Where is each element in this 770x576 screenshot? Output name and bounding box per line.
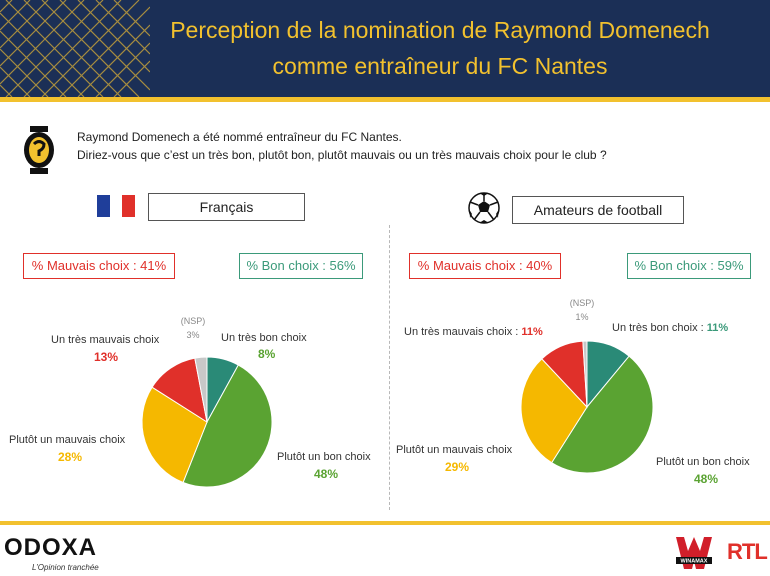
odoxa-logo: ODOXA	[4, 534, 98, 561]
slice-value-plutot-mauvais-francais: 28%	[58, 450, 83, 464]
slice-value-tres-bon-amateurs: 11%	[706, 322, 729, 334]
slice-label-tres-bon-amateurs: Un très bon choix : 11%	[612, 321, 728, 335]
pie-slice-plutot-bon-francais	[182, 364, 273, 488]
slice-label-plutot-mauvais-francais: Plutôt un mauvais choix	[9, 434, 126, 446]
slice-value-nsp-francais: 3%	[186, 330, 200, 340]
slice-value-tres-bon-francais: 8%	[258, 347, 276, 361]
slice-nsp-francais: (NSP) 3%	[178, 316, 208, 341]
pie-slice-plutot-mauvais-francais	[141, 386, 208, 484]
slice-value-plutot-bon-amateurs: 48%	[694, 472, 719, 486]
winamax-logo-text: WINAMAX	[681, 559, 708, 565]
page-title: Perception de la nomination de Raymond D…	[120, 12, 760, 84]
kpi-bon-francais: % Bon choix : 56%	[239, 253, 363, 279]
title-line-2: comme entraîneur du FC Nantes	[272, 53, 608, 79]
slice-label-nsp-amateurs: (NSP)	[569, 298, 595, 308]
slice-label-nsp-francais: (NSP)	[180, 316, 206, 326]
pie-chart-francais	[141, 356, 273, 488]
france-flag-icon	[97, 195, 136, 217]
pie-slice-nsp-amateurs	[582, 340, 588, 408]
slice-label-tres-bon-amateurs-text: Un très bon choix :	[612, 322, 704, 334]
rtl-logo: RTL	[727, 539, 768, 564]
header-pattern	[0, 0, 150, 97]
title-line-1: Perception de la nomination de Raymond D…	[170, 17, 710, 43]
odoxa-tagline: L’Opinion tranchée	[32, 563, 99, 572]
question-line-2: Diriez-vous que c’est un très bon, plutô…	[77, 148, 607, 162]
pie-slice-plutot-bon-amateurs	[550, 355, 654, 474]
kpi-mauvais-amateurs: % Mauvais choix : 40%	[409, 253, 561, 279]
footer-gold-stripe	[0, 521, 770, 525]
slice-value-tres-mauvais-francais: 13%	[94, 350, 119, 364]
slice-label-tres-mauvais-amateurs-text: Un très mauvais choix :	[404, 326, 519, 338]
slice-label-tres-mauvais-francais: Un très mauvais choix	[51, 334, 160, 346]
slice-label-plutot-mauvais-amateurs: Plutôt un mauvais choix	[396, 444, 513, 456]
slice-label-plutot-bon-amateurs: Plutôt un bon choix	[656, 456, 750, 468]
question-line-1: Raymond Domenech a été nommé entraîneur …	[77, 130, 402, 144]
slice-label-tres-mauvais-amateurs: Un très mauvais choix : 11%	[404, 325, 543, 339]
kpi-mauvais-francais: % Mauvais choix : 41%	[23, 253, 175, 279]
football-icon	[468, 192, 500, 224]
slice-value-plutot-mauvais-amateurs: 29%	[445, 460, 470, 474]
winamax-logo: WINAMAX	[676, 537, 712, 569]
group-label-amateurs: Amateurs de football	[512, 196, 684, 224]
slice-label-tres-bon-francais: Un très bon choix	[221, 332, 307, 344]
slice-nsp-amateurs: (NSP) 1%	[567, 298, 597, 323]
section-divider	[389, 225, 390, 510]
pie-slice-nsp-francais	[194, 356, 208, 423]
slice-value-tres-mauvais-amateurs: 11%	[521, 326, 543, 338]
header-banner: Perception de la nomination de Raymond D…	[0, 0, 770, 97]
question-icon	[24, 126, 54, 174]
kpi-bon-amateurs: % Bon choix : 59%	[627, 253, 751, 279]
slice-value-plutot-bon-francais: 48%	[314, 467, 339, 481]
group-label-francais: Français	[148, 193, 305, 221]
question-text: Raymond Domenech a été nommé entraîneur …	[77, 128, 717, 164]
header-gold-stripe	[0, 97, 770, 102]
pie-slice-plutot-mauvais-amateurs	[520, 358, 588, 464]
slice-label-plutot-bon-francais: Plutôt un bon choix	[277, 451, 371, 463]
pie-chart-amateurs	[520, 340, 654, 474]
slice-value-nsp-amateurs: 1%	[575, 312, 589, 322]
